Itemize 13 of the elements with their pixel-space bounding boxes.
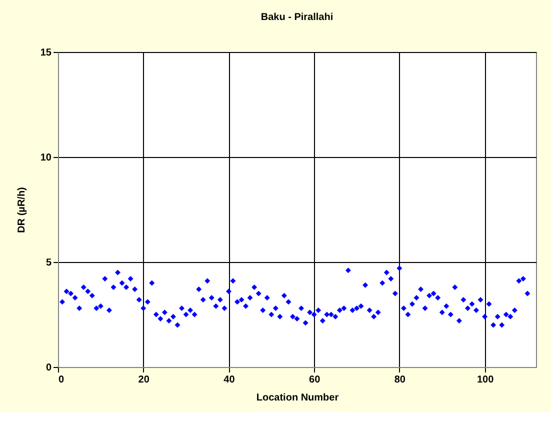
x-tick-label: 100 bbox=[476, 374, 494, 386]
x-tick-label: 80 bbox=[394, 374, 406, 386]
x-tick-label: 20 bbox=[138, 374, 150, 386]
chart-title: Baku - Pirallahi bbox=[260, 12, 334, 23]
x-tick-label: 40 bbox=[224, 374, 236, 386]
y-tick-label: 10 bbox=[40, 152, 52, 164]
y-tick-label: 15 bbox=[40, 48, 52, 58]
y-tick-label: 5 bbox=[46, 258, 52, 268]
x-axis-title: Location Number bbox=[256, 392, 339, 404]
x-tick-label: 0 bbox=[58, 374, 64, 386]
y-axis-title: DR (µR/h) bbox=[16, 187, 28, 233]
y-tick-label: 0 bbox=[46, 362, 52, 374]
x-tick-label: 60 bbox=[309, 374, 321, 386]
